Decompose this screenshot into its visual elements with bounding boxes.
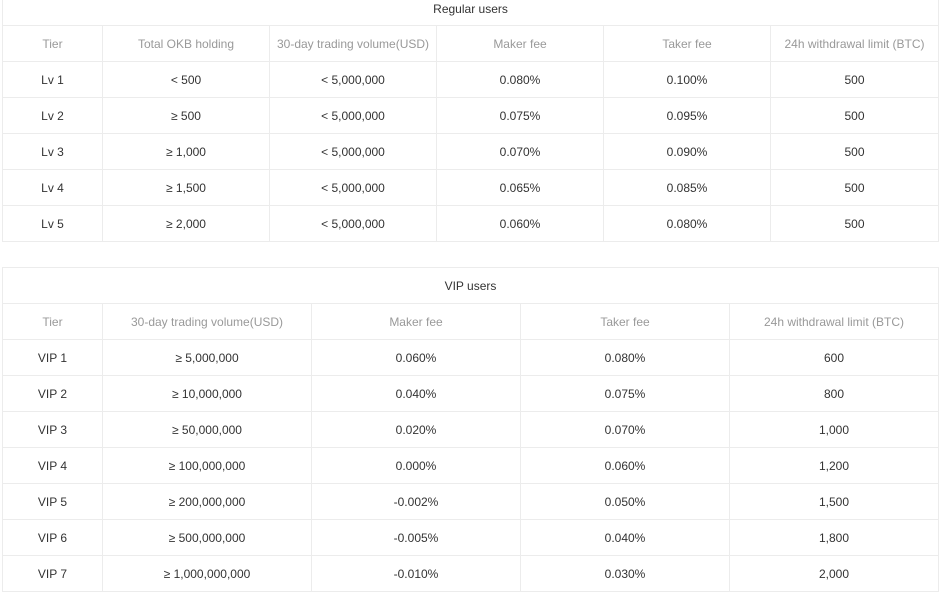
- vip-users-table: VIP users Tier 30-day trading volume(USD…: [2, 267, 939, 592]
- cell-okb-holding: < 500: [102, 61, 270, 98]
- cell-tier: VIP 5: [2, 483, 103, 520]
- table-row: VIP 3 ≥ 50,000,000 0.020% 0.070% 1,000: [2, 411, 939, 448]
- header-trading-volume: 30-day trading volume(USD): [269, 25, 437, 62]
- cell-tier: Lv 2: [2, 97, 103, 134]
- cell-okb-holding: ≥ 1,000: [102, 133, 270, 170]
- regular-header-row: Tier Total OKB holding 30-day trading vo…: [2, 25, 940, 62]
- cell-okb-holding: ≥ 2,000: [102, 205, 270, 242]
- table-row: Lv 1 < 500 < 5,000,000 0.080% 0.100% 500: [2, 61, 940, 98]
- regular-users-title: Regular users: [1, 0, 940, 26]
- table-row: VIP 6 ≥ 500,000,000 -0.005% 0.040% 1,800: [2, 519, 939, 556]
- header-trading-volume: 30-day trading volume(USD): [102, 303, 312, 340]
- table-row: Lv 4 ≥ 1,500 < 5,000,000 0.065% 0.085% 5…: [2, 169, 940, 206]
- cell-taker-fee: 0.080%: [603, 205, 771, 242]
- cell-trading-volume: < 5,000,000: [269, 61, 437, 98]
- vip-users-title: VIP users: [2, 267, 939, 304]
- cell-trading-volume: ≥ 50,000,000: [102, 411, 312, 448]
- cell-maker-fee: 0.075%: [436, 97, 604, 134]
- cell-taker-fee: 0.080%: [520, 339, 730, 376]
- cell-okb-holding: ≥ 1,500: [102, 169, 270, 206]
- table-row: Lv 5 ≥ 2,000 < 5,000,000 0.060% 0.080% 5…: [2, 205, 940, 242]
- table-row: VIP 7 ≥ 1,000,000,000 -0.010% 0.030% 2,0…: [2, 555, 939, 592]
- table-row: VIP 1 ≥ 5,000,000 0.060% 0.080% 600: [2, 339, 939, 376]
- cell-taker-fee: 0.100%: [603, 61, 771, 98]
- cell-withdrawal-limit: 2,000: [729, 555, 939, 592]
- header-taker-fee: Taker fee: [520, 303, 730, 340]
- cell-tier: Lv 5: [2, 205, 103, 242]
- cell-trading-volume: ≥ 200,000,000: [102, 483, 312, 520]
- cell-tier: Lv 1: [2, 61, 103, 98]
- cell-tier: VIP 6: [2, 519, 103, 556]
- vip-users-caption-row: VIP users: [2, 267, 939, 304]
- regular-users-caption-row: Regular users: [1, 0, 940, 26]
- cell-maker-fee: 0.060%: [436, 205, 604, 242]
- regular-users-table: Regular users Tier Total OKB holding 30-…: [1, 0, 940, 242]
- cell-maker-fee: 0.040%: [311, 375, 521, 412]
- cell-maker-fee: 0.070%: [436, 133, 604, 170]
- cell-taker-fee: 0.030%: [520, 555, 730, 592]
- header-maker-fee: Maker fee: [436, 25, 604, 62]
- table-row: VIP 4 ≥ 100,000,000 0.000% 0.060% 1,200: [2, 447, 939, 484]
- cell-trading-volume: ≥ 10,000,000: [102, 375, 312, 412]
- cell-withdrawal-limit: 1,800: [729, 519, 939, 556]
- header-withdrawal-limit: 24h withdrawal limit (BTC): [769, 25, 940, 62]
- cell-trading-volume: < 5,000,000: [269, 133, 437, 170]
- cell-trading-volume: ≥ 5,000,000: [102, 339, 312, 376]
- cell-taker-fee: 0.095%: [603, 97, 771, 134]
- cell-withdrawal-limit: 1,000: [729, 411, 939, 448]
- cell-taker-fee: 0.085%: [603, 169, 771, 206]
- cell-trading-volume: ≥ 500,000,000: [102, 519, 312, 556]
- cell-withdrawal-limit: 600: [729, 339, 939, 376]
- header-tier: Tier: [2, 25, 103, 62]
- cell-taker-fee: 0.040%: [520, 519, 730, 556]
- cell-trading-volume: < 5,000,000: [269, 97, 437, 134]
- header-taker-fee: Taker fee: [603, 25, 771, 62]
- vip-header-row: Tier 30-day trading volume(USD) Maker fe…: [2, 303, 939, 340]
- cell-tier: Lv 4: [2, 169, 103, 206]
- cell-withdrawal-limit: 500: [769, 133, 940, 170]
- cell-tier: VIP 1: [2, 339, 103, 376]
- cell-withdrawal-limit: 800: [729, 375, 939, 412]
- cell-withdrawal-limit: 500: [769, 61, 940, 98]
- table-row: Lv 3 ≥ 1,000 < 5,000,000 0.070% 0.090% 5…: [2, 133, 940, 170]
- table-row: VIP 5 ≥ 200,000,000 -0.002% 0.050% 1,500: [2, 483, 939, 520]
- cell-tier: Lv 3: [2, 133, 103, 170]
- cell-taker-fee: 0.090%: [603, 133, 771, 170]
- cell-withdrawal-limit: 1,500: [729, 483, 939, 520]
- cell-maker-fee: -0.002%: [311, 483, 521, 520]
- cell-trading-volume: ≥ 100,000,000: [102, 447, 312, 484]
- cell-taker-fee: 0.050%: [520, 483, 730, 520]
- cell-withdrawal-limit: 500: [769, 97, 940, 134]
- cell-maker-fee: -0.005%: [311, 519, 521, 556]
- table-row: Lv 2 ≥ 500 < 5,000,000 0.075% 0.095% 500: [2, 97, 940, 134]
- cell-taker-fee: 0.075%: [520, 375, 730, 412]
- cell-tier: VIP 4: [2, 447, 103, 484]
- cell-okb-holding: ≥ 500: [102, 97, 270, 134]
- cell-maker-fee: 0.065%: [436, 169, 604, 206]
- cell-trading-volume: < 5,000,000: [269, 205, 437, 242]
- cell-tier: VIP 3: [2, 411, 103, 448]
- cell-withdrawal-limit: 500: [769, 205, 940, 242]
- table-row: VIP 2 ≥ 10,000,000 0.040% 0.075% 800: [2, 375, 939, 412]
- cell-tier: VIP 2: [2, 375, 103, 412]
- cell-maker-fee: 0.000%: [311, 447, 521, 484]
- cell-withdrawal-limit: 500: [769, 169, 940, 206]
- cell-withdrawal-limit: 1,200: [729, 447, 939, 484]
- header-okb-holding: Total OKB holding: [102, 25, 270, 62]
- header-tier: Tier: [2, 303, 103, 340]
- cell-tier: VIP 7: [2, 555, 103, 592]
- cell-taker-fee: 0.070%: [520, 411, 730, 448]
- cell-maker-fee: 0.020%: [311, 411, 521, 448]
- cell-trading-volume: ≥ 1,000,000,000: [102, 555, 312, 592]
- cell-taker-fee: 0.060%: [520, 447, 730, 484]
- header-maker-fee: Maker fee: [311, 303, 521, 340]
- cell-maker-fee: 0.080%: [436, 61, 604, 98]
- header-withdrawal-limit: 24h withdrawal limit (BTC): [729, 303, 939, 340]
- cell-trading-volume: < 5,000,000: [269, 169, 437, 206]
- cell-maker-fee: 0.060%: [311, 339, 521, 376]
- cell-maker-fee: -0.010%: [311, 555, 521, 592]
